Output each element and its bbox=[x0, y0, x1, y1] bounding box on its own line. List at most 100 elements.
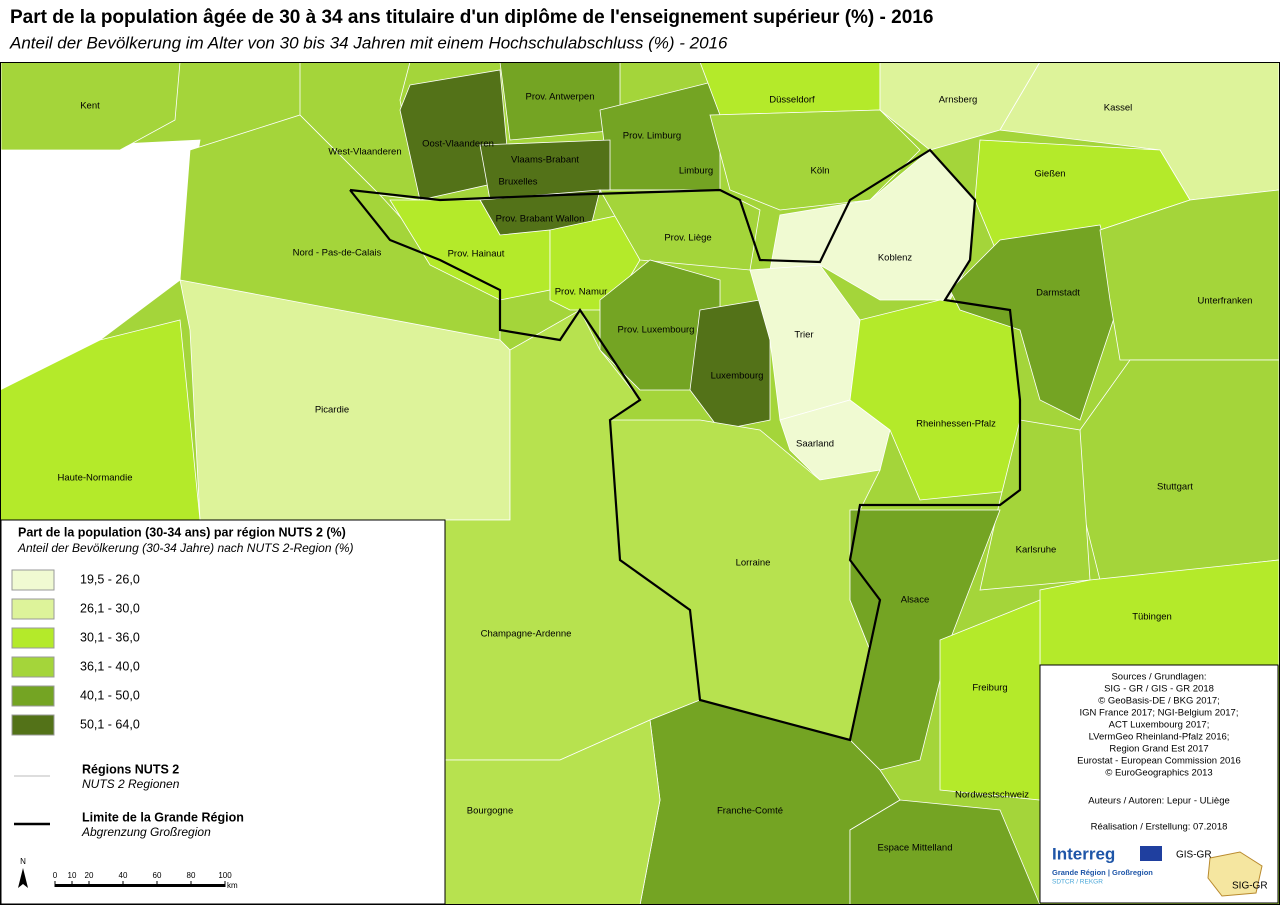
region-label: Picardie bbox=[315, 405, 349, 416]
region-label: Kassel bbox=[1104, 103, 1133, 114]
region-label: Oost-Vlaanderen bbox=[422, 139, 494, 150]
legend-swatch bbox=[11, 656, 55, 678]
region-label: Köln bbox=[810, 166, 829, 177]
region bbox=[979, 419, 1091, 591]
gis-logo-shape bbox=[1207, 851, 1263, 897]
source-line: SIG - GR / GIS - GR 2018 bbox=[1104, 684, 1214, 695]
legend-swatch bbox=[11, 627, 55, 649]
region-label: Prov. Limburg bbox=[623, 131, 681, 142]
region-label: Franche-Comté bbox=[717, 806, 783, 817]
region-label: Tübingen bbox=[1132, 612, 1172, 623]
source-line: © GeoBasis-DE / BKG 2017; bbox=[1098, 696, 1220, 707]
region-label: Unterfranken bbox=[1198, 296, 1253, 307]
legend-class: 50,1 - 64,0 bbox=[80, 717, 140, 731]
region bbox=[399, 69, 511, 201]
scale-tick-label: 40 bbox=[119, 871, 128, 880]
legend-border-subtitle: Abgrenzung Großregion bbox=[81, 825, 211, 839]
region-label: Kent bbox=[80, 101, 100, 112]
region-label: Luxembourg bbox=[711, 371, 764, 382]
legend-title: Part de la population (30-34 ans) par ré… bbox=[18, 525, 346, 539]
region-label: Saarland bbox=[796, 439, 834, 450]
scale-tick-label: 0 bbox=[53, 871, 58, 880]
legend-nuts-title: Régions NUTS 2 bbox=[82, 762, 179, 776]
legend-class: 40,1 - 50,0 bbox=[80, 688, 140, 702]
legend-class: 30,1 - 36,0 bbox=[80, 630, 140, 644]
region-label: Champagne-Ardenne bbox=[481, 629, 572, 640]
date: Réalisation / Erstellung: 07.2018 bbox=[1091, 822, 1228, 833]
scale-unit: km bbox=[227, 881, 238, 890]
source-line: Sources / Grundlagen: bbox=[1111, 672, 1206, 683]
north-arrow bbox=[18, 868, 28, 888]
region bbox=[849, 799, 1041, 905]
region-label: Bourgogne bbox=[467, 806, 513, 817]
source-line: Region Grand Est 2017 bbox=[1109, 744, 1208, 755]
region-label: Prov. Brabant Wallon bbox=[496, 214, 585, 225]
title: Part de la population âgée de 30 à 34 an… bbox=[10, 7, 933, 28]
region bbox=[699, 61, 881, 116]
legend-swatch bbox=[11, 598, 55, 620]
region-label: Espace Mittelland bbox=[878, 843, 953, 854]
legend-subtitle: Anteil der Bevölkerung (30-34 Jahre) nac… bbox=[17, 541, 354, 555]
source-line: LVermGeo Rheinland-Pfalz 2016; bbox=[1089, 732, 1230, 743]
region bbox=[0, 319, 201, 521]
gis-logo: GIS-GR bbox=[1176, 850, 1212, 861]
region-label: Prov. Antwerpen bbox=[525, 92, 594, 103]
region-label: Freiburg bbox=[972, 683, 1007, 694]
region-label: Nord - Pas-de-Calais bbox=[293, 248, 382, 259]
region-label: Rheinhessen-Pfalz bbox=[916, 419, 996, 430]
sources: Sources / Grundlagen: SIG - GR / GIS - G… bbox=[1039, 664, 1279, 904]
legend-class: 19,5 - 26,0 bbox=[80, 572, 140, 586]
interreg-subtitle: Grande Région | Großregion bbox=[1052, 868, 1153, 877]
legend-box bbox=[0, 519, 446, 905]
region-label: Düsseldorf bbox=[769, 95, 815, 106]
legend-swatch bbox=[11, 685, 55, 707]
sig-logo: SIG-GR bbox=[1232, 881, 1268, 892]
region-label: Prov. Liège bbox=[664, 233, 711, 244]
region-label: Haute-Normandie bbox=[58, 473, 133, 484]
region bbox=[439, 719, 661, 905]
north-label: N bbox=[20, 857, 26, 866]
scale-tick-label: 100 bbox=[218, 871, 232, 880]
region-label: Bruxelles bbox=[498, 177, 537, 188]
interreg-logo: Interreg bbox=[1052, 844, 1115, 863]
region-label: Prov. Luxembourg bbox=[618, 325, 695, 336]
region-label: Limburg bbox=[679, 166, 713, 177]
region-label: West-Vlaanderen bbox=[328, 147, 401, 158]
scale-tick-label: 60 bbox=[153, 871, 162, 880]
region-label: Koblenz bbox=[878, 253, 913, 264]
source-line: ACT Luxembourg 2017; bbox=[1109, 720, 1210, 731]
region-label: Vlaams-Brabant bbox=[511, 155, 579, 166]
scale-tick-label: 10 bbox=[68, 871, 77, 880]
region-label: Karlsruhe bbox=[1016, 545, 1057, 556]
legend-class: 36,1 - 40,0 bbox=[80, 659, 140, 673]
legend-swatch bbox=[11, 569, 55, 591]
map: Kent West-Vlaanderen Oost-Vlaanderen Pro… bbox=[0, 61, 1280, 905]
region-label: Lorraine bbox=[736, 558, 771, 569]
interreg-subtitle-2: SDTCR / REKGR bbox=[1052, 879, 1103, 886]
source-line: IGN France 2017; NGI-Belgium 2017; bbox=[1080, 708, 1239, 719]
region-label: Arnsberg bbox=[939, 95, 978, 106]
region bbox=[1079, 359, 1280, 581]
region-label: Alsace bbox=[901, 595, 930, 606]
region-label: Prov. Hainaut bbox=[448, 249, 505, 260]
legend-nuts-subtitle: NUTS 2 Regionen bbox=[82, 777, 180, 791]
scale-bar-body bbox=[55, 884, 225, 887]
legend-border-title: Limite de la Grande Région bbox=[82, 810, 244, 824]
source-line: © EuroGeographics 2013 bbox=[1105, 768, 1212, 779]
source-line: Eurostat - European Commission 2016 bbox=[1077, 756, 1241, 767]
legend-swatch bbox=[11, 714, 55, 736]
scale-tick-label: 20 bbox=[85, 871, 94, 880]
region-label: Darmstadt bbox=[1036, 288, 1080, 299]
authors: Auteurs / Autoren: Lepur - ULiège bbox=[1088, 796, 1230, 807]
legend-class: 26,1 - 30,0 bbox=[80, 601, 140, 615]
eu-flag bbox=[1140, 846, 1162, 861]
region-label: Stuttgart bbox=[1157, 482, 1193, 493]
region-label: Nordwestschweiz bbox=[955, 790, 1029, 801]
legend: Part de la population (30-34 ans) par ré… bbox=[0, 519, 446, 905]
subtitle: Anteil der Bevölkerung im Alter von 30 b… bbox=[9, 33, 728, 52]
grande-region-border bbox=[349, 148, 1022, 742]
region-label: Prov. Namur bbox=[555, 287, 608, 298]
region bbox=[949, 224, 1121, 421]
